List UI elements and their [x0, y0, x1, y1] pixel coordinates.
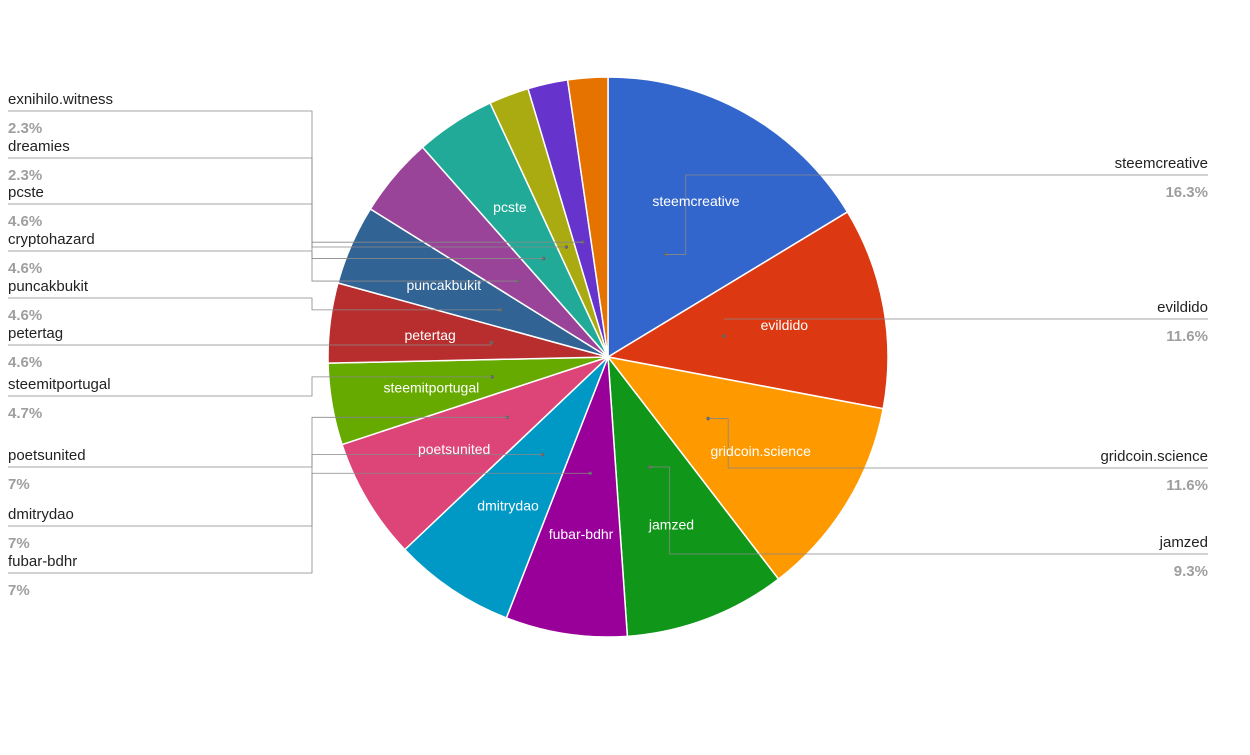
callout-anchor-dot — [489, 340, 494, 345]
callout-percent-label: 4.7% — [8, 405, 42, 422]
callout-name-label: evildido — [1157, 299, 1208, 316]
callout-percent-label: 16.3% — [1165, 184, 1208, 201]
slice-inner-label: jamzed — [648, 517, 694, 533]
pie-slices — [327, 76, 889, 638]
pie-slice-other[interactable] — [566, 76, 609, 358]
slice-inner-label: petertag — [404, 327, 455, 343]
callout-percent-label: 7% — [8, 476, 30, 493]
slice-inner-label: poetsunited — [418, 441, 490, 457]
callout-percent-label: 4.6% — [8, 307, 42, 324]
callout-percent-label: 9.3% — [1174, 563, 1208, 580]
callout-line — [708, 418, 1208, 469]
callout-line — [649, 466, 1208, 555]
callout-line — [8, 110, 583, 243]
slice-inner-label: steemitportugal — [384, 379, 480, 395]
callout-line — [8, 376, 493, 397]
pie-slice-fubar-bdhr[interactable] — [505, 356, 629, 638]
callout-percent-label: 4.6% — [8, 260, 42, 277]
pie-slice-steemcreative[interactable] — [607, 76, 849, 359]
callout-lines — [8, 110, 1208, 574]
slice-inner-label: steemcreative — [652, 193, 739, 209]
pie-slice-jamzed[interactable] — [607, 354, 780, 638]
callout-percent-label: 7% — [8, 535, 30, 552]
callout-line — [8, 250, 519, 282]
callout-anchor-dot — [490, 375, 494, 379]
callout-name-label: poetsunited — [8, 447, 86, 464]
pie-slice-dmitrydao[interactable] — [403, 356, 609, 619]
callout-name-label: petertag — [8, 325, 63, 342]
slice-inner-label: puncakbukit — [406, 277, 481, 293]
callout-percent-label: 7% — [8, 582, 30, 599]
callout-name-label: dreamies — [8, 138, 70, 155]
callout-line — [8, 454, 543, 527]
callout-name-label: exnihilo.witness — [8, 91, 113, 108]
slice-inner-label: gridcoin.science — [710, 443, 811, 459]
slice-inner-label: evildido — [761, 317, 809, 333]
callout-line — [8, 297, 501, 311]
callout-name-label: steemcreative — [1115, 155, 1208, 172]
slice-inner-label: pcste — [493, 199, 527, 215]
callout-anchor-dot — [498, 308, 503, 312]
callout-name-label: dmitrydao — [8, 506, 74, 523]
slice-inner-label: dmitrydao — [477, 498, 539, 514]
pie-slice-evildido[interactable] — [605, 210, 889, 410]
callout-name-label: cryptohazard — [8, 231, 95, 248]
callout-percent-label: 4.6% — [8, 354, 42, 371]
callout-percent-label: 11.6% — [1166, 477, 1208, 494]
callout-percent-label: 2.3% — [8, 120, 42, 137]
callout-line — [8, 416, 508, 468]
callout-name-label: steemitportugal — [8, 376, 111, 393]
callout-anchor-dot — [721, 334, 726, 338]
labels: steemcreative steemcreative 16.3% evildido e… — [8, 91, 1208, 599]
callout-percent-label: 4.6% — [8, 213, 42, 230]
callout-percent-label: 2.3% — [8, 167, 42, 184]
slice-inner-label: fubar-bdhr — [549, 526, 614, 542]
callout-name-label: jamzed — [1159, 534, 1208, 551]
callout-name-label: puncakbukit — [8, 278, 89, 295]
callout-line — [665, 174, 1208, 255]
callout-name-label: fubar-bdhr — [8, 553, 77, 570]
callout-name-label: gridcoin.science — [1100, 448, 1208, 465]
pie-slice-poetsunited[interactable] — [341, 356, 609, 551]
callout-percent-label: 11.6% — [1166, 328, 1208, 345]
callout-name-label: pcste — [8, 184, 44, 201]
